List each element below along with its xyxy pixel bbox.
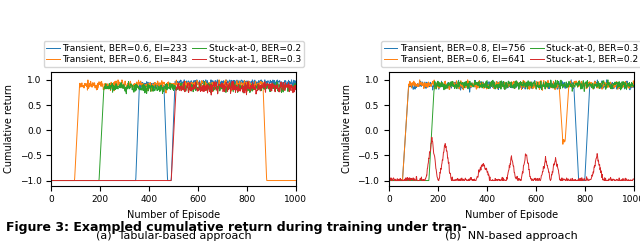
Stuck-at-0, BER=0.3 xyxy=(604,78,612,81)
Stuck-at-0, BER=0.2 xyxy=(292,82,300,85)
Transient, BER=0.6, EI=843 xyxy=(239,82,246,85)
Transient, BER=0.8, EI=756 xyxy=(400,154,408,157)
Y-axis label: Cumulative return: Cumulative return xyxy=(4,84,14,174)
Transient, BER=0.8, EI=756 xyxy=(568,78,575,81)
X-axis label: Number of Episode: Number of Episode xyxy=(465,210,558,220)
Transient, BER=0.6, EI=233 xyxy=(180,78,188,81)
Legend: Transient, BER=0.8, EI=756, Transient, BER=0.6, EI=641, Stuck-at-0, BER=0.3, Stu: Transient, BER=0.8, EI=756, Transient, B… xyxy=(381,41,640,67)
Transient, BER=0.6, EI=233 xyxy=(264,79,272,82)
Stuck-at-1, BER=0.3 xyxy=(97,179,105,182)
Stuck-at-1, BER=0.2 xyxy=(576,177,584,180)
Transient, BER=0.6, EI=641 xyxy=(435,87,443,90)
Stuck-at-0, BER=0.2 xyxy=(97,140,105,142)
Transient, BER=0.6, EI=233 xyxy=(292,83,300,86)
Line: Stuck-at-0, BER=0.3: Stuck-at-0, BER=0.3 xyxy=(389,80,634,181)
Stuck-at-1, BER=0.3 xyxy=(280,85,288,88)
Transient, BER=0.6, EI=641 xyxy=(585,85,593,88)
Transient, BER=0.6, EI=233 xyxy=(239,80,246,83)
Text: Figure 3: Exampled cumulative return during training under tran-: Figure 3: Exampled cumulative return dur… xyxy=(6,221,467,234)
Stuck-at-1, BER=0.3 xyxy=(63,179,70,182)
Transient, BER=0.6, EI=641 xyxy=(385,154,393,157)
Transient, BER=0.6, EI=641 xyxy=(630,82,637,85)
Stuck-at-1, BER=0.2 xyxy=(400,179,408,181)
Stuck-at-0, BER=0.3 xyxy=(576,80,584,83)
Transient, BER=0.6, EI=233 xyxy=(280,81,288,84)
Stuck-at-1, BER=0.2 xyxy=(435,177,443,180)
Transient, BER=0.6, EI=641 xyxy=(602,85,609,88)
Stuck-at-0, BER=0.3 xyxy=(435,81,443,84)
Stuck-at-1, BER=0.2 xyxy=(585,178,593,181)
Transient, BER=0.6, EI=233 xyxy=(97,179,105,182)
Stuck-at-0, BER=0.2 xyxy=(280,84,288,87)
Stuck-at-1, BER=0.3 xyxy=(47,154,55,157)
Transient, BER=0.8, EI=756 xyxy=(602,85,609,88)
Y-axis label: Cumulative return: Cumulative return xyxy=(342,84,352,174)
Transient, BER=0.6, EI=843 xyxy=(97,85,105,88)
Transient, BER=0.8, EI=756 xyxy=(585,95,593,98)
Transient, BER=0.8, EI=756 xyxy=(385,179,393,182)
Text: (a)  Tabular-based approach: (a) Tabular-based approach xyxy=(96,231,252,241)
Stuck-at-0, BER=0.2 xyxy=(264,87,272,90)
Line: Transient, BER=0.6, EI=641: Transient, BER=0.6, EI=641 xyxy=(389,80,634,181)
Line: Stuck-at-1, BER=0.3: Stuck-at-1, BER=0.3 xyxy=(51,81,296,181)
Stuck-at-1, BER=0.2 xyxy=(385,152,393,155)
Stuck-at-1, BER=0.3 xyxy=(239,87,246,90)
Transient, BER=0.8, EI=756 xyxy=(385,154,393,157)
Line: Transient, BER=0.8, EI=756: Transient, BER=0.8, EI=756 xyxy=(389,80,634,181)
Line: Stuck-at-1, BER=0.2: Stuck-at-1, BER=0.2 xyxy=(389,137,634,181)
Transient, BER=0.6, EI=843 xyxy=(47,154,55,157)
Line: Transient, BER=0.6, EI=233: Transient, BER=0.6, EI=233 xyxy=(51,80,296,181)
Stuck-at-0, BER=0.2 xyxy=(63,179,70,182)
Legend: Transient, BER=0.6, EI=233, Transient, BER=0.6, EI=843, Stuck-at-0, BER=0.2, Stu: Transient, BER=0.6, EI=233, Transient, B… xyxy=(44,41,303,67)
X-axis label: Number of Episode: Number of Episode xyxy=(127,210,220,220)
Stuck-at-0, BER=0.2 xyxy=(200,80,208,83)
Transient, BER=0.8, EI=756 xyxy=(618,82,626,85)
Stuck-at-0, BER=0.2 xyxy=(47,154,55,157)
Stuck-at-1, BER=0.3 xyxy=(248,86,255,89)
Stuck-at-0, BER=0.3 xyxy=(585,84,593,87)
Transient, BER=0.6, EI=233 xyxy=(47,154,55,157)
Stuck-at-1, BER=0.3 xyxy=(229,80,237,82)
Transient, BER=0.6, EI=641 xyxy=(618,86,626,89)
Transient, BER=0.6, EI=843 xyxy=(280,179,288,182)
Stuck-at-1, BER=0.3 xyxy=(47,179,55,182)
Transient, BER=0.6, EI=843 xyxy=(47,179,55,182)
Stuck-at-0, BER=0.3 xyxy=(630,84,637,87)
Stuck-at-0, BER=0.3 xyxy=(385,154,393,157)
Transient, BER=0.6, EI=233 xyxy=(63,179,70,182)
Line: Stuck-at-0, BER=0.2: Stuck-at-0, BER=0.2 xyxy=(51,81,296,181)
Transient, BER=0.6, EI=641 xyxy=(400,154,408,157)
Stuck-at-0, BER=0.3 xyxy=(618,80,626,83)
Text: (b)  NN-based approach: (b) NN-based approach xyxy=(445,231,578,241)
Stuck-at-0, BER=0.2 xyxy=(248,84,255,87)
Stuck-at-1, BER=0.2 xyxy=(388,179,396,182)
Stuck-at-1, BER=0.3 xyxy=(292,84,300,87)
Transient, BER=0.8, EI=756 xyxy=(630,81,637,84)
Stuck-at-1, BER=0.2 xyxy=(630,178,637,181)
Transient, BER=0.6, EI=641 xyxy=(576,83,584,86)
Transient, BER=0.6, EI=843 xyxy=(114,78,122,81)
Stuck-at-1, BER=0.3 xyxy=(264,84,272,87)
Transient, BER=0.6, EI=843 xyxy=(63,179,70,182)
Stuck-at-0, BER=0.3 xyxy=(400,179,408,182)
Stuck-at-0, BER=0.3 xyxy=(602,88,609,91)
Transient, BER=0.8, EI=756 xyxy=(435,88,443,91)
Transient, BER=0.6, EI=641 xyxy=(416,78,424,81)
Stuck-at-1, BER=0.2 xyxy=(602,177,609,180)
Transient, BER=0.6, EI=233 xyxy=(248,81,255,84)
Stuck-at-0, BER=0.3 xyxy=(385,179,393,182)
Line: Transient, BER=0.6, EI=843: Transient, BER=0.6, EI=843 xyxy=(51,80,296,181)
Transient, BER=0.6, EI=843 xyxy=(264,179,272,182)
Transient, BER=0.6, EI=843 xyxy=(292,179,300,182)
Transient, BER=0.6, EI=641 xyxy=(385,179,393,182)
Stuck-at-1, BER=0.2 xyxy=(618,178,626,181)
Stuck-at-0, BER=0.2 xyxy=(239,84,246,87)
Transient, BER=0.6, EI=233 xyxy=(47,179,55,182)
Transient, BER=0.8, EI=756 xyxy=(576,179,584,182)
Stuck-at-1, BER=0.2 xyxy=(428,136,436,139)
Stuck-at-0, BER=0.2 xyxy=(47,179,55,182)
Transient, BER=0.6, EI=843 xyxy=(248,87,255,90)
